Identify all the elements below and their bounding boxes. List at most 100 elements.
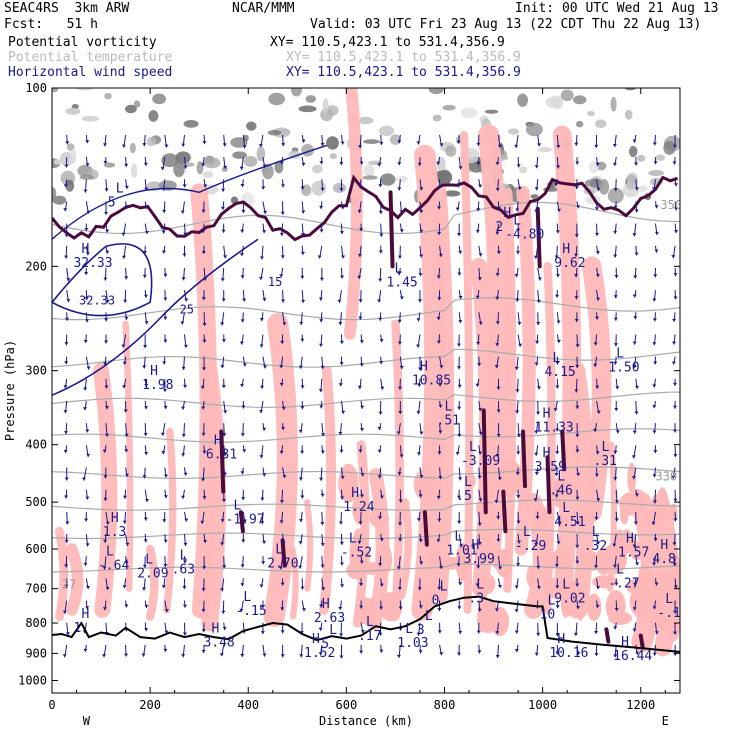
wind-vector-head (141, 653, 146, 657)
pv-shading (663, 140, 676, 155)
wind-vector-head (260, 631, 265, 635)
wind-vector-head (339, 633, 344, 637)
wind-vector-head (220, 365, 225, 369)
wind-vector-head (104, 318, 109, 322)
wind-vector-head (222, 565, 227, 569)
wind-vector-head (514, 630, 519, 634)
pv-shading (203, 157, 221, 169)
extremum-marker: L (476, 578, 484, 593)
extremum-marker: L (106, 544, 114, 559)
field-name-theta: Potential temperature (8, 50, 173, 65)
wind-vector-head (298, 565, 303, 569)
wind-vector-head (575, 161, 580, 165)
wind-vector-head (221, 499, 226, 503)
pv-fill-blob (466, 473, 476, 489)
wind-vector-head (163, 297, 168, 301)
wind-vector-head (495, 343, 500, 347)
wind-vector-head (652, 342, 657, 346)
wind-vector-head (631, 455, 636, 459)
wind-vector-head (476, 341, 481, 345)
wind-vector-head (418, 650, 423, 654)
pv-fill-blob (627, 462, 637, 494)
wind-vector-head (455, 452, 460, 456)
wind-vector-head (671, 475, 676, 479)
wind-vector-head (163, 539, 168, 543)
wind-vector-head (533, 498, 538, 502)
pv-shading (517, 93, 529, 107)
wind-vector-head (358, 316, 363, 320)
extremum-value: 1 (73, 621, 81, 636)
pv-fill-blob (376, 543, 393, 577)
wind-vector-head (614, 607, 619, 611)
wind-vector-head (496, 386, 501, 390)
wind-vector-head (379, 495, 384, 499)
wind-vector-head (359, 605, 364, 609)
wind-vector-head (673, 610, 678, 614)
extremum-value: 10 (540, 608, 556, 623)
wind-vector-head (496, 434, 501, 438)
wind-vector-head (181, 277, 186, 281)
wind-vector-head (458, 296, 463, 300)
wind-vector-head (203, 277, 208, 281)
wind-label: 32.33 (79, 294, 115, 308)
extremum-value: 32.33 (73, 256, 112, 271)
extremum-marker: L (513, 214, 521, 229)
wind-vector-head (122, 520, 127, 524)
wind-vector-head (475, 583, 480, 587)
wind-vector-head (163, 406, 168, 410)
wind-vector-head (672, 405, 677, 409)
wind-vector-head (514, 144, 519, 148)
wind-vector-head (145, 499, 150, 503)
extremum-value: 16.44 (613, 649, 652, 664)
field-xy-pv: XY= 110.5,423.1 to 531.4,356.9 (270, 35, 505, 50)
wind-vector-head (553, 408, 558, 412)
wind-vector-head (594, 207, 599, 211)
x-tick-label: 600 (336, 698, 358, 712)
extremum-value: -.29 (515, 539, 546, 554)
pv-shading (610, 96, 617, 112)
wind-vector-head (319, 277, 324, 281)
wind-vector-head (85, 140, 90, 144)
wind-vector-head (377, 475, 382, 479)
wind-vector-head (63, 184, 68, 188)
wind-vector-head (163, 648, 168, 652)
wind-vector-head (300, 275, 305, 279)
wind-vector-head (341, 410, 346, 414)
wind-vector-head (260, 605, 265, 609)
west-label: W (83, 714, 91, 728)
wind-vector-head (223, 255, 228, 259)
wind-vector-head (634, 411, 639, 415)
wind-vector-head (631, 476, 636, 480)
wind-vector-head (279, 365, 284, 369)
extremum-value: 10.85 (412, 374, 451, 389)
wind-vector-head (633, 275, 638, 279)
wind-vector-head (555, 274, 560, 278)
extremum-value: 9.02 (554, 592, 585, 607)
wind-vector-head (123, 299, 128, 303)
wind-vector-head (593, 428, 598, 432)
wind-vector-head (280, 211, 285, 215)
wind-vector-head (673, 498, 678, 502)
wind-vector-head (436, 317, 441, 321)
wind-vector-head (259, 584, 264, 588)
wind-vector-head (436, 495, 441, 499)
wind-vector-head (653, 274, 658, 278)
wind-vector-head (63, 450, 68, 454)
wind-vector-head (674, 207, 679, 211)
pv-shading (638, 185, 648, 192)
wind-vector-head (104, 188, 109, 192)
wind-vector-head (220, 278, 225, 282)
pv-shading (183, 162, 195, 167)
wind-vector-head (653, 161, 658, 165)
wind-vector-head (652, 318, 657, 322)
wind-vector-head (477, 362, 482, 366)
wind-vector-head (281, 427, 286, 431)
extremum-value: 4.8 (652, 552, 675, 567)
wind-vector-head (360, 473, 365, 477)
wind-vector-head (575, 344, 580, 348)
wind-vector-head (672, 382, 677, 386)
wind-vector-head (612, 143, 617, 147)
theta-contour (52, 528, 680, 540)
wind-vector-head (122, 361, 127, 365)
wind-vector-head (320, 522, 325, 526)
